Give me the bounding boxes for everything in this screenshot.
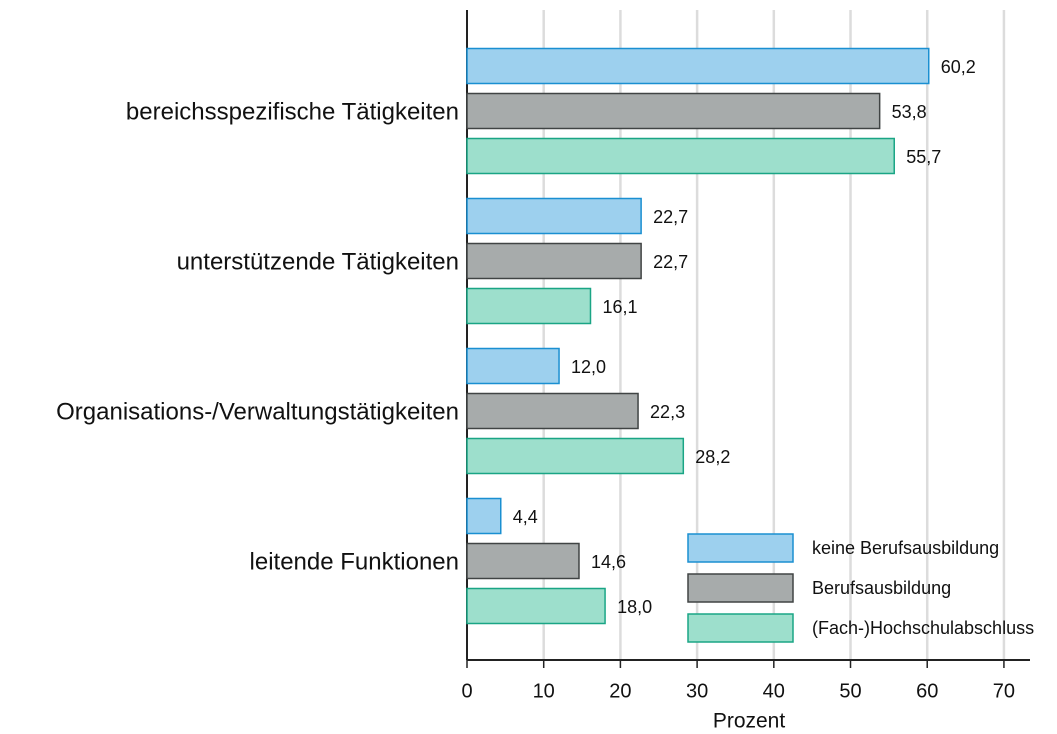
bar xyxy=(466,437,685,475)
legend-label: keine Berufsausbildung xyxy=(812,538,999,558)
bar xyxy=(466,542,580,580)
bar xyxy=(466,497,502,535)
legend-label: Berufsausbildung xyxy=(812,578,951,598)
value-label: 12,0 xyxy=(571,357,606,377)
y-tick-label: unterstützende Tätigkeiten xyxy=(177,248,459,275)
legend-swatch xyxy=(687,613,794,643)
bar xyxy=(466,392,639,430)
bar xyxy=(466,92,881,130)
x-tick-label: 30 xyxy=(686,680,708,702)
bar xyxy=(466,587,606,625)
value-label: 53,8 xyxy=(892,102,927,122)
value-label: 4,4 xyxy=(513,507,538,527)
bar xyxy=(466,347,560,385)
value-label: 22,3 xyxy=(650,402,685,422)
y-tick-label: Organisations-/Verwaltungstätigkeiten xyxy=(56,398,459,425)
bar xyxy=(466,242,642,280)
value-label: 22,7 xyxy=(653,252,688,272)
x-tick-label: 10 xyxy=(533,680,555,702)
x-tick-label: 60 xyxy=(916,680,938,702)
value-label: 22,7 xyxy=(653,207,688,227)
x-tick-label: 70 xyxy=(993,680,1015,702)
x-tick-label: 40 xyxy=(763,680,785,702)
value-label: 60,2 xyxy=(941,57,976,77)
value-label: 28,2 xyxy=(695,447,730,467)
bar xyxy=(466,47,930,85)
value-label: 14,6 xyxy=(591,552,626,572)
value-label: 55,7 xyxy=(906,147,941,167)
bar xyxy=(466,287,592,325)
legend-swatch xyxy=(687,533,794,563)
legend-swatch xyxy=(687,573,794,603)
value-label: 16,1 xyxy=(602,297,637,317)
x-tick-label: 20 xyxy=(609,680,631,702)
legend-label: (Fach-)Hochschulabschluss xyxy=(812,618,1034,638)
y-tick-label: leitende Funktionen xyxy=(250,548,459,575)
value-label: 18,0 xyxy=(617,597,652,617)
bar xyxy=(466,197,642,235)
y-tick-label: bereichsspezifische Tätigkeiten xyxy=(126,98,459,125)
x-axis-label: Prozent xyxy=(713,710,786,733)
x-tick-label: 0 xyxy=(461,680,472,702)
bar xyxy=(466,137,895,175)
x-tick-label: 50 xyxy=(839,680,861,702)
